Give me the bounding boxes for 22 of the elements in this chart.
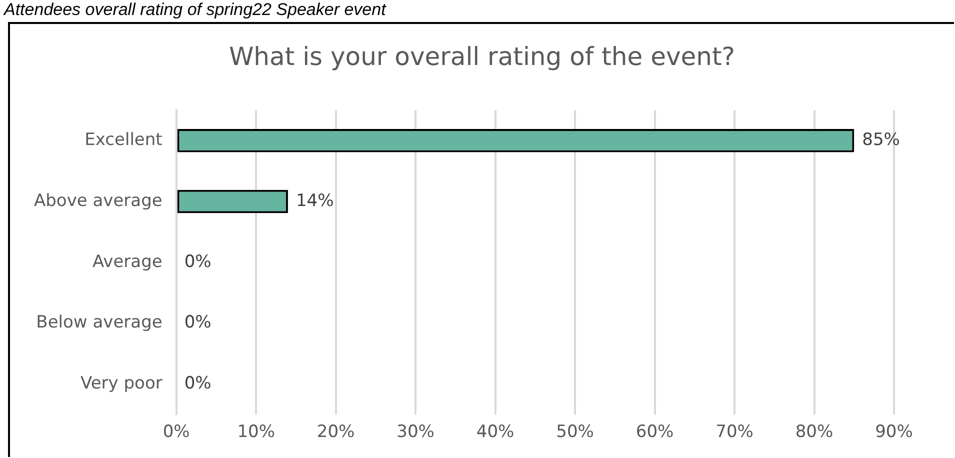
text: Attendees overall rating of spring22 Speaker event: [4, 0, 386, 20]
x-tick-label: 20%: [316, 422, 355, 442]
x-tick-label: 60%: [636, 422, 674, 442]
x-tick-label: 10%: [237, 422, 275, 442]
x-tick-label: 50%: [556, 422, 594, 442]
data-label: 0%: [184, 252, 212, 272]
data-label: 0%: [184, 312, 212, 333]
y-tick-label: Average: [92, 252, 162, 272]
x-tick-label: 90%: [875, 422, 913, 442]
chart-title: What is your overall rating of the event?: [228, 42, 736, 71]
y-tick-label: Below average: [36, 312, 162, 333]
x-tick-label: 30%: [396, 422, 434, 442]
data-label: 14%: [296, 190, 334, 211]
x-tick-label: 70%: [716, 422, 754, 442]
y-tick-label: Very poor: [80, 374, 162, 394]
x-tick-label: 40%: [476, 422, 514, 442]
data-label: 85%: [862, 130, 900, 150]
y-tick-label: Above average: [34, 190, 162, 211]
x-tick-label: 80%: [795, 422, 834, 442]
data-label: 0%: [184, 374, 212, 394]
x-tick-label: 0%: [162, 422, 190, 442]
y-tick-label: Excellent: [84, 130, 163, 150]
